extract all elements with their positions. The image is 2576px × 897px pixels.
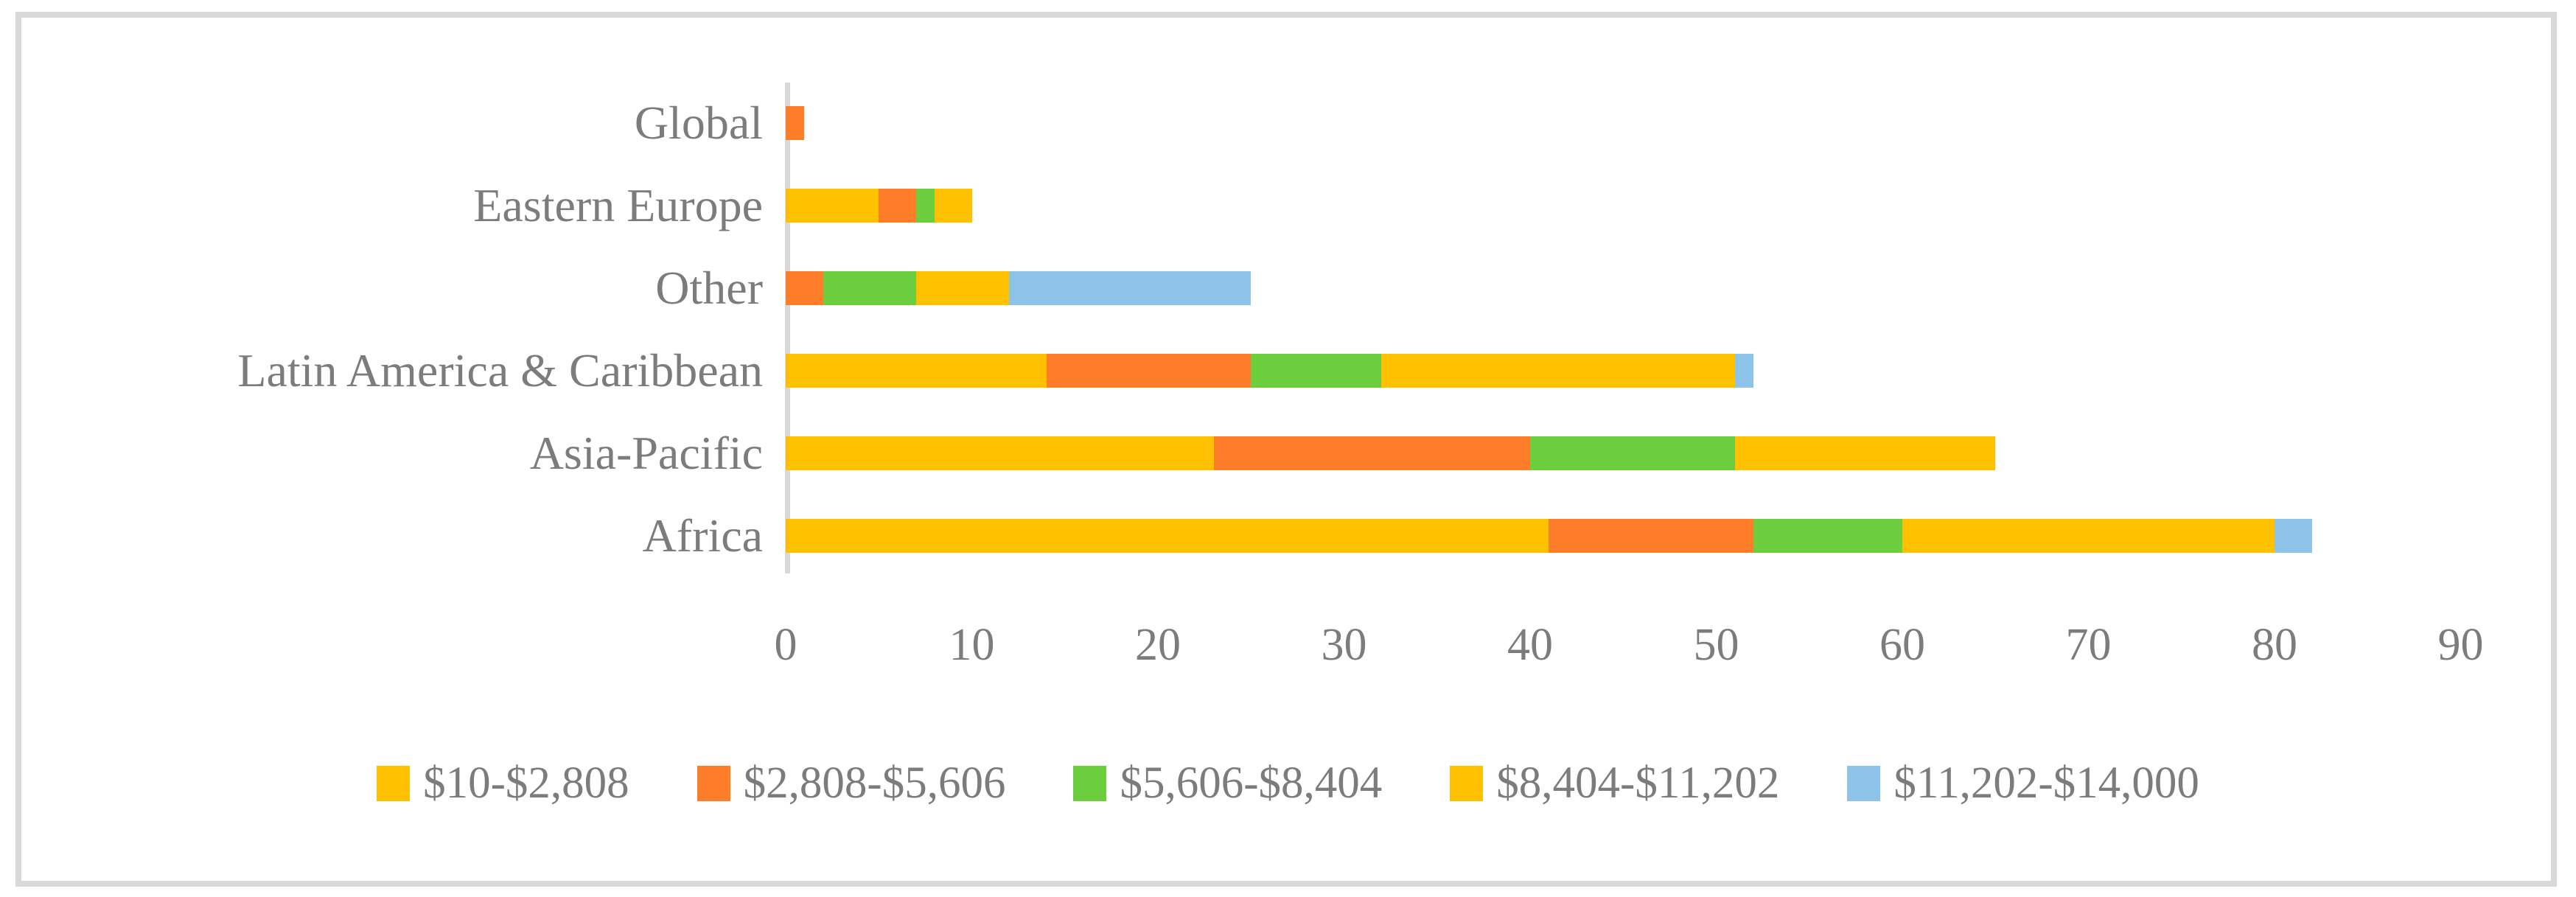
legend-item: $10-$2,808 [377, 758, 629, 809]
legend-label: $8,404-$11,202 [1496, 758, 1780, 808]
legend-label: $10-$2,808 [423, 758, 629, 808]
bar-segment [786, 354, 1047, 388]
bar-segment [915, 271, 1009, 305]
bar-segment [786, 189, 879, 223]
x-tick-label: 30 [1321, 620, 1367, 670]
bar-segment [786, 271, 823, 305]
x-tick-label: 60 [1879, 620, 1925, 670]
bar-segment [1902, 519, 2275, 553]
bar-segment [1549, 519, 1753, 553]
bar-segment [1213, 436, 1530, 470]
x-tick-label: 0 [774, 620, 797, 670]
bar-segment [1734, 354, 1753, 388]
bar-segment [915, 189, 935, 223]
legend-label: $5,606-$8,404 [1120, 758, 1383, 808]
bar-segment [2275, 519, 2312, 553]
bar-segment [823, 271, 916, 305]
stacked-bar [786, 519, 2312, 553]
stacked-bar [786, 189, 972, 223]
legend-item: $2,808-$5,606 [697, 758, 1006, 809]
x-tick-label: 20 [1135, 620, 1181, 670]
x-tick-label: 70 [2065, 620, 2112, 670]
category-label: Latin America & Caribbean [237, 344, 763, 397]
category-label: Global [634, 97, 763, 149]
bar-segment [1734, 436, 1996, 470]
bar-segment [1009, 271, 1252, 305]
x-tick-label: 80 [2252, 620, 2297, 670]
x-tick-label: 10 [949, 620, 995, 670]
stacked-bar [786, 106, 805, 140]
y-axis-baseline [785, 83, 790, 573]
category-label: Africa [642, 509, 763, 562]
stacked-bar [786, 436, 1996, 470]
category-label: Other [655, 262, 763, 314]
category-label: Asia-Pacific [529, 427, 763, 479]
legend-swatch-icon [377, 766, 411, 801]
legend-swatch-icon [1847, 766, 1881, 801]
bar-segment [1753, 519, 1902, 553]
legend-swatch-icon [1450, 766, 1484, 801]
bar-segment [1251, 354, 1381, 388]
legend-item: $11,202-$14,000 [1847, 758, 2199, 809]
bar-segment [879, 189, 916, 223]
bar-segment [1046, 354, 1252, 388]
x-tick-label: 50 [1693, 620, 1739, 670]
bar-segment [786, 519, 1549, 553]
bar-segment [786, 436, 1214, 470]
stacked-bar [786, 271, 1252, 305]
legend: $10-$2,808 $2,808-$5,606 $5,606-$8,404 $8,4… [0, 758, 2576, 809]
x-tick-label: 40 [1507, 620, 1553, 670]
legend-label: $11,202-$14,000 [1893, 758, 2199, 808]
legend-item: $8,404-$11,202 [1450, 758, 1779, 809]
legend-swatch-icon [1073, 766, 1107, 801]
x-tick-label: 90 [2437, 620, 2484, 670]
stacked-bar [786, 354, 1753, 388]
bar-segment [1530, 436, 1735, 470]
legend-item: $5,606-$8,404 [1073, 758, 1382, 809]
bar-segment [1381, 354, 1735, 388]
legend-swatch-icon [697, 766, 730, 801]
legend-label: $2,808-$5,606 [743, 758, 1006, 808]
category-label: Eastern Europe [473, 179, 763, 231]
bar-segment [935, 189, 972, 223]
bar-segment [786, 106, 805, 140]
